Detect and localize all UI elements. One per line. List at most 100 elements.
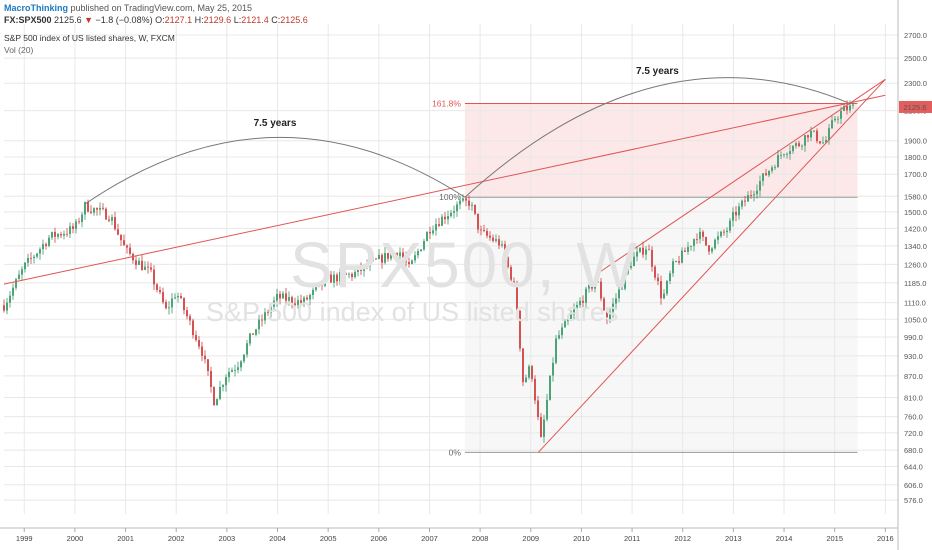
y-tick-label: 810.0 — [904, 393, 923, 402]
candle-body — [636, 251, 638, 257]
candle-body — [96, 208, 98, 210]
candle-body — [57, 234, 59, 237]
y-tick-label: 930.0 — [904, 352, 923, 361]
candle-body — [132, 253, 134, 261]
candle-body — [234, 369, 236, 371]
candle-body — [267, 312, 269, 314]
candle-body — [327, 274, 329, 278]
candle-body — [90, 211, 92, 213]
publisher-link[interactable]: MacroThinking — [4, 3, 69, 13]
y-tick-label: 870.0 — [904, 372, 923, 381]
candle-body — [585, 288, 587, 303]
candle-body — [177, 296, 179, 298]
candle-body — [432, 230, 434, 234]
candle-body — [396, 252, 398, 257]
y-tick-label: 2700.0 — [904, 31, 927, 40]
candle-body — [624, 273, 626, 289]
candle-body — [462, 198, 464, 201]
candle-body — [102, 207, 104, 209]
candle-body — [12, 287, 14, 296]
candle-body — [627, 267, 629, 274]
published-text: published on TradingView.com, May 25, 20… — [70, 3, 252, 13]
candle-body — [261, 319, 263, 321]
fib-level-label: 100% — [439, 192, 461, 202]
candle-body — [33, 256, 35, 259]
candle-body — [399, 252, 401, 257]
candle-body — [528, 366, 530, 378]
candle-body — [780, 154, 782, 156]
candle-body — [414, 255, 416, 261]
candle-body — [354, 271, 356, 278]
fib-zone-upper — [464, 103, 858, 198]
candle-body — [240, 361, 242, 368]
candle-body — [189, 316, 191, 321]
candle-body — [567, 318, 569, 322]
candle-body — [678, 261, 680, 263]
candle-body — [69, 226, 71, 234]
candle-body — [621, 288, 623, 290]
candle-body — [711, 248, 713, 252]
candle-body — [51, 231, 53, 238]
volume-indicator-label[interactable]: Vol (20) — [4, 45, 34, 55]
candle-body — [54, 231, 56, 237]
candle-body — [300, 300, 302, 303]
candle-body — [771, 167, 773, 171]
candle-body — [288, 297, 290, 301]
candle-body — [657, 277, 659, 282]
candle-body — [729, 220, 731, 231]
candle-body — [666, 281, 668, 294]
candle-body — [669, 273, 671, 282]
candle-body — [21, 269, 23, 275]
candle-body — [762, 173, 764, 182]
candle-body — [591, 284, 593, 289]
candle-body — [384, 252, 386, 263]
candle-body — [114, 217, 116, 230]
candle-body — [630, 266, 632, 268]
candle-body — [24, 262, 26, 270]
candle-body — [819, 141, 821, 144]
candle-body — [180, 296, 182, 299]
candle-body — [552, 362, 554, 376]
candle-body — [387, 252, 389, 259]
candle-body — [546, 399, 548, 420]
candle-body — [126, 245, 128, 248]
candle-body — [93, 208, 95, 213]
candle-body — [366, 264, 368, 267]
candle-body — [324, 277, 326, 286]
candle-body — [282, 293, 284, 299]
candle-body — [849, 105, 851, 111]
candle-body — [510, 267, 512, 282]
candle-body — [579, 300, 581, 306]
candle-body — [570, 314, 572, 319]
candle-body — [273, 300, 275, 307]
candle-body — [348, 273, 350, 275]
candle-body — [759, 181, 761, 191]
candle-body — [426, 231, 428, 241]
candle-body — [792, 145, 794, 152]
candle-body — [714, 239, 716, 249]
candle-body — [504, 244, 506, 258]
x-tick-label: 2015 — [826, 534, 843, 543]
candle-body — [660, 281, 662, 299]
price-change: −1.8 (−0.08%) — [95, 15, 153, 25]
candle-body — [684, 250, 686, 252]
candle-body — [654, 266, 656, 278]
candle-body — [204, 355, 206, 360]
x-tick-label: 2007 — [421, 534, 438, 543]
last-price-badge-label: 2125.6 — [904, 103, 927, 112]
candle-body — [84, 202, 86, 215]
candle-body — [219, 386, 221, 400]
candle-body — [702, 231, 704, 237]
candle-body — [600, 281, 602, 299]
candle-body — [159, 289, 161, 293]
candle-body — [321, 283, 323, 286]
candle-body — [675, 261, 677, 262]
candle-body — [489, 235, 491, 238]
candle-body — [483, 229, 485, 231]
candle-body — [441, 216, 443, 226]
candle-body — [279, 293, 281, 299]
x-tick-label: 2013 — [725, 534, 742, 543]
x-tick-label: 2008 — [472, 534, 489, 543]
candle-body — [153, 269, 155, 285]
